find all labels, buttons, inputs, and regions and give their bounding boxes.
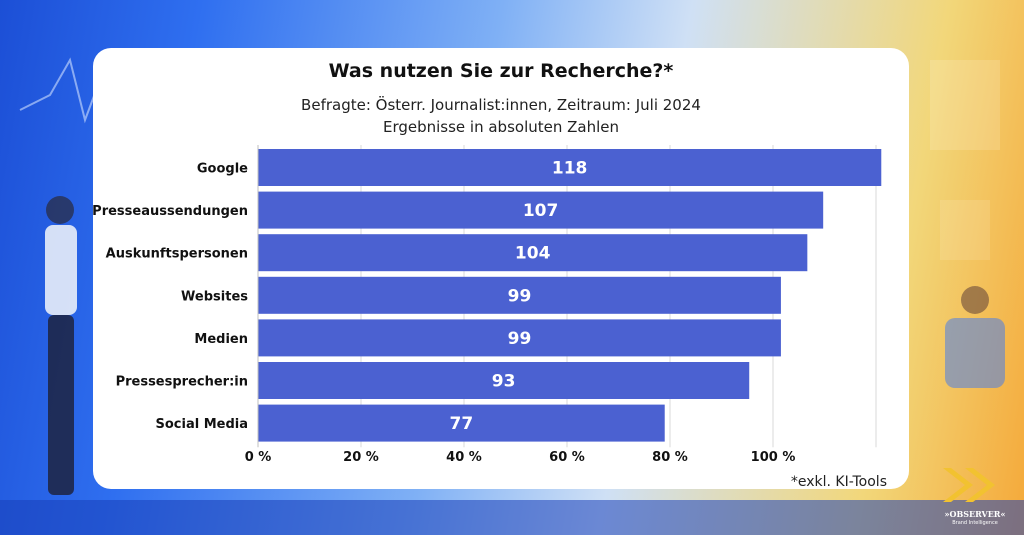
- chart-subtitle-line-1: Befragte: Österr. Journalist:innen, Zeit…: [301, 96, 701, 114]
- x-tick-label: 20 %: [343, 450, 379, 465]
- bar: [258, 234, 808, 272]
- chart-subtitle-line-2: Ergebnisse in absoluten Zahlen: [382, 118, 620, 136]
- chart-card: Was nutzen Sie zur Recherche?* Befragte:…: [93, 48, 909, 490]
- x-tick-label: 40 %: [446, 450, 482, 465]
- bar-value-label: 118: [552, 159, 588, 179]
- observer-logo: »OBSERVER« Brand Intelligence: [935, 462, 1015, 532]
- category-label: Websites: [181, 289, 248, 304]
- bar: [258, 191, 824, 229]
- double-chevron-logo-icon: [943, 468, 995, 502]
- category-label: Medien: [194, 332, 248, 347]
- logo-wordmark: »OBSERVER«: [944, 509, 1006, 519]
- bar: [258, 149, 882, 186]
- bar-value-label: 99: [508, 286, 532, 306]
- category-label: Social Media: [156, 417, 249, 432]
- bar-value-label: 77: [450, 414, 474, 434]
- bar-value-label: 104: [515, 244, 551, 264]
- category-label: Auskunftspersonen: [106, 247, 248, 262]
- bar-value-label: 99: [508, 329, 532, 349]
- x-tick-label: 100 %: [751, 450, 796, 465]
- bar: [258, 362, 750, 399]
- bar: [258, 404, 665, 442]
- x-tick-label: 0 %: [245, 450, 272, 465]
- chart-footnote: *exkl. KI-Tools: [790, 474, 887, 490]
- category-label: Pressesprecher:in: [116, 375, 248, 390]
- logo-tagline: Brand Intelligence: [952, 520, 998, 526]
- chart-title: Was nutzen Sie zur Recherche?*: [328, 60, 674, 82]
- bar: [258, 319, 781, 357]
- bar-value-label: 93: [492, 372, 516, 392]
- bar: [258, 276, 781, 314]
- category-label: Google: [197, 162, 248, 177]
- bar-value-label: 107: [523, 201, 559, 221]
- category-label: Presseaussendungen: [93, 204, 248, 219]
- x-tick-label: 80 %: [652, 450, 688, 465]
- bar-chart: 0 % 20 % 40 % 60 % 80 % 100 % 118 Google 107 Pres…: [93, 145, 882, 465]
- x-tick-label: 60 %: [549, 450, 585, 465]
